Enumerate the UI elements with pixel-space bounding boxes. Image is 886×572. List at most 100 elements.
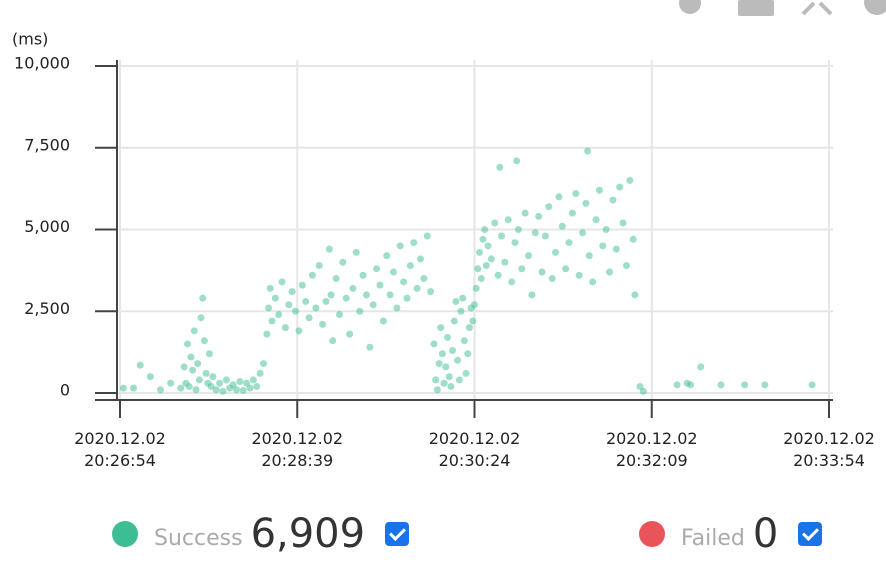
point [327, 291, 335, 299]
point [430, 340, 438, 348]
point [263, 330, 271, 338]
x-tick-label: 2020.12.02 20:28:39 [251, 429, 344, 470]
point [531, 229, 539, 237]
point [190, 327, 198, 335]
point [308, 271, 316, 279]
point [582, 199, 590, 207]
point [602, 226, 610, 233]
point [619, 219, 627, 227]
legend-total: 0 [752, 511, 779, 557]
download-icon[interactable] [738, 0, 774, 16]
point [275, 311, 283, 319]
point [130, 384, 138, 392]
x-tick-label: 2020.12.02 20:33:54 [783, 429, 875, 470]
point [511, 239, 519, 247]
point [302, 297, 310, 305]
point [288, 288, 296, 296]
point [562, 265, 570, 273]
point [445, 373, 453, 381]
expand-icon[interactable] [801, 1, 833, 16]
point [450, 317, 458, 325]
point [292, 307, 300, 315]
point [393, 304, 401, 312]
point [349, 284, 357, 292]
point [496, 163, 504, 171]
point [432, 376, 440, 384]
point [629, 235, 637, 243]
x-tick-label: 2020.12.02 20:26:54 [74, 429, 166, 470]
point [325, 245, 333, 253]
y-tick-label: 7,500 [24, 135, 70, 154]
point [189, 366, 197, 374]
y-tick-label: 10,000 [14, 54, 70, 73]
point [494, 271, 502, 279]
point [438, 350, 446, 358]
point [460, 337, 468, 345]
help-icon[interactable] [864, 0, 886, 15]
point [332, 275, 340, 283]
point [471, 301, 478, 309]
point [482, 261, 490, 269]
point [612, 245, 620, 253]
point [427, 288, 435, 296]
point [477, 275, 485, 283]
point [449, 346, 457, 354]
point [595, 186, 603, 194]
point [222, 376, 230, 384]
point [281, 324, 289, 332]
point [285, 301, 293, 309]
point [346, 330, 354, 338]
legend-label: Success [154, 525, 243, 551]
point [167, 379, 175, 387]
point [697, 363, 705, 371]
point [498, 232, 506, 240]
x-tick-label: 2020.12.02 20:32:09 [605, 429, 698, 470]
point [271, 294, 279, 302]
point [481, 226, 489, 233]
point [400, 278, 408, 286]
point [491, 219, 499, 227]
point [185, 382, 193, 390]
point [673, 381, 681, 389]
point [335, 311, 343, 319]
point [413, 284, 421, 292]
point [373, 265, 381, 273]
point [572, 190, 580, 198]
point [455, 376, 463, 384]
legend-checkbox[interactable] [385, 522, 410, 546]
point [579, 229, 587, 237]
point [205, 350, 213, 358]
point [268, 317, 276, 325]
point [437, 324, 445, 332]
point [389, 268, 397, 276]
point [119, 384, 127, 392]
y-tick-label: 0 [60, 381, 70, 400]
point [229, 381, 237, 389]
point [558, 222, 566, 230]
point [513, 157, 521, 165]
settings-icon[interactable] [679, 0, 701, 14]
point [575, 271, 583, 279]
point [315, 261, 323, 269]
point [177, 384, 185, 392]
point [383, 252, 391, 260]
point [518, 265, 526, 273]
point [622, 261, 630, 269]
point [687, 381, 695, 389]
legend-checkbox[interactable] [798, 522, 823, 546]
point [592, 216, 600, 224]
point [256, 369, 264, 377]
point [236, 378, 244, 386]
point [312, 304, 320, 312]
point [528, 291, 536, 299]
point [452, 297, 460, 305]
point [266, 284, 274, 292]
point [305, 314, 313, 322]
point [447, 382, 455, 390]
point [423, 232, 431, 240]
point [606, 268, 614, 276]
point [639, 387, 647, 395]
point [808, 381, 816, 389]
point [457, 307, 465, 315]
